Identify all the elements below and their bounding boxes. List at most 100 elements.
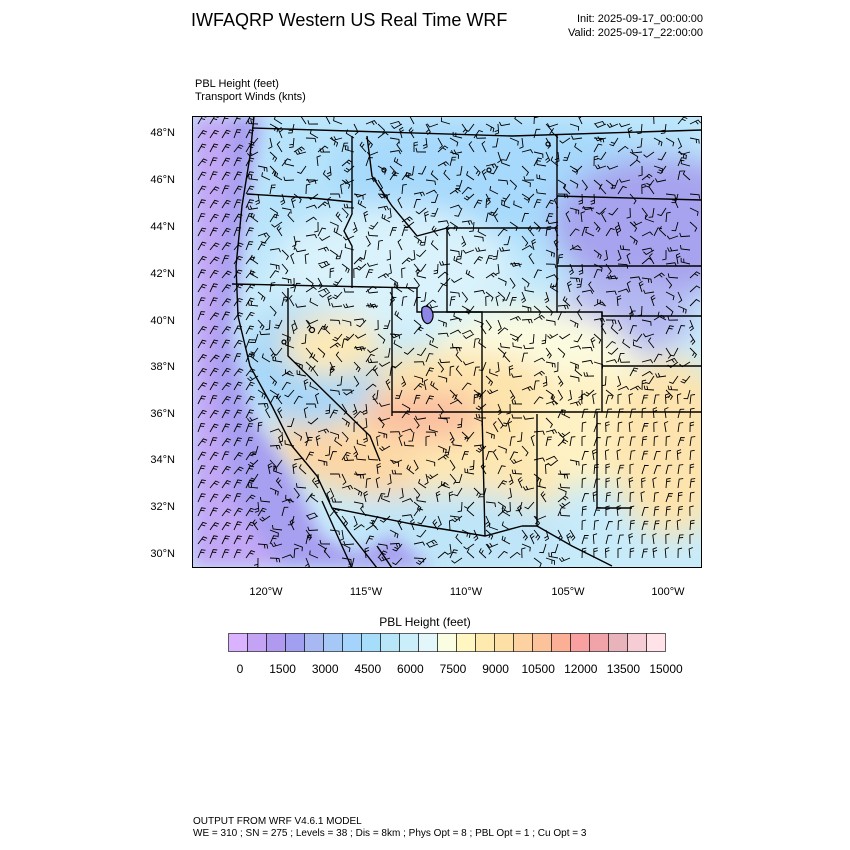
- wind-barb: [221, 185, 230, 195]
- wind-barb: [653, 435, 659, 447]
- wind-barb: [417, 515, 427, 525]
- wind-barb: [376, 463, 382, 475]
- wind-barb: [509, 137, 519, 146]
- wind-barb: [511, 469, 523, 475]
- wind-barb: [353, 515, 358, 528]
- wind-barb: [209, 480, 220, 489]
- wind-barb: [341, 338, 348, 349]
- wind-barb: [456, 249, 463, 260]
- wind-barb: [592, 393, 597, 405]
- wind-barb: [617, 519, 623, 531]
- wind-barb: [689, 436, 696, 447]
- wind-barb: [197, 507, 206, 517]
- wind-barb: [425, 299, 437, 307]
- wind-barb: [553, 361, 559, 373]
- wind-barb: [277, 126, 283, 139]
- wind-barb: [290, 252, 295, 265]
- wind-barb: [583, 372, 595, 377]
- wind-barb: [309, 382, 319, 391]
- wind-barb: [667, 316, 679, 321]
- wind-barb: [247, 119, 259, 125]
- wind-barb: [303, 378, 309, 391]
- wind-barb: [626, 207, 631, 219]
- wind-barb: [343, 203, 355, 209]
- wind-barb: [581, 477, 587, 489]
- wind-barb: [677, 491, 683, 503]
- wind-barb: [391, 469, 403, 475]
- wind-barb: [593, 478, 601, 489]
- colorbar: [228, 633, 666, 652]
- wind-barb: [317, 201, 329, 209]
- wind-barb: [401, 498, 414, 503]
- wind-barb: [610, 179, 619, 189]
- wind-barb: [641, 520, 649, 531]
- wind-barb: [384, 347, 391, 358]
- wind-barb: [417, 347, 427, 357]
- wind-barb: [233, 297, 243, 307]
- wind-barb: [305, 436, 313, 447]
- wind-barb: [406, 464, 415, 475]
- wind-barb: [437, 137, 443, 149]
- wind-barb: [689, 221, 698, 232]
- wind-barb: [576, 277, 583, 288]
- wind-barb: [533, 199, 542, 209]
- wind-barb: [209, 522, 220, 531]
- field-label-winds: Transport Winds (knts): [195, 91, 306, 103]
- wind-barb: [257, 232, 270, 238]
- wind-barb: [197, 479, 206, 489]
- wind-barb: [449, 459, 456, 471]
- wind-barb: [295, 303, 307, 308]
- wind-barb: [529, 532, 535, 545]
- wind-barb: [317, 287, 330, 293]
- wind-barb: [581, 534, 589, 545]
- lat-label: 46°N: [150, 174, 175, 186]
- colorbar-swatch: [456, 633, 476, 652]
- wind-barb: [485, 163, 498, 169]
- wind-barb: [233, 199, 242, 209]
- wind-barb: [221, 311, 230, 321]
- wind-barb: [466, 548, 475, 559]
- wind-barb: [245, 465, 255, 475]
- colorbar-label: 3000: [311, 662, 339, 676]
- wind-barb: [329, 487, 335, 500]
- wind-barb: [209, 256, 220, 265]
- wind-barb: [571, 165, 583, 173]
- wind-barb: [449, 188, 461, 195]
- wind-barb: [353, 267, 358, 279]
- wind-barb: [628, 533, 633, 545]
- wind-barb: [293, 282, 301, 293]
- wind-barb: [545, 436, 552, 447]
- wind-barb: [478, 338, 487, 349]
- wind-barb: [580, 211, 585, 223]
- wind-barb: [480, 323, 487, 335]
- wind-barb: [423, 378, 428, 391]
- wind-barb: [569, 375, 580, 382]
- wind-barb: [523, 415, 535, 420]
- wind-barb: [327, 294, 333, 307]
- wind-barb: [293, 395, 303, 405]
- colorbar-swatch: [532, 633, 552, 652]
- wind-barb: [197, 395, 206, 405]
- wind-barb: [437, 515, 442, 528]
- wind-barb: [209, 186, 220, 195]
- wind-barb: [319, 539, 331, 545]
- wind-barb: [605, 505, 610, 517]
- wind-barb: [629, 325, 638, 335]
- wind-barb: [506, 403, 511, 415]
- wind-barb: [354, 333, 367, 339]
- wind-barb: [576, 295, 583, 307]
- wind-barb: [689, 285, 701, 293]
- wind-barb: [233, 129, 242, 139]
- wind-barb: [221, 143, 231, 153]
- wind-barb: [569, 459, 580, 466]
- wind-barb: [281, 277, 292, 284]
- wind-barb: [353, 487, 363, 497]
- wind-barb: [416, 263, 427, 272]
- wind-barb: [601, 211, 607, 223]
- wind-barb: [557, 347, 566, 358]
- wind-barb: [319, 291, 331, 298]
- wind-barb: [501, 507, 511, 517]
- wind-barb: [508, 365, 514, 377]
- wind-barb: [521, 352, 529, 363]
- wind-barb: [683, 389, 691, 400]
